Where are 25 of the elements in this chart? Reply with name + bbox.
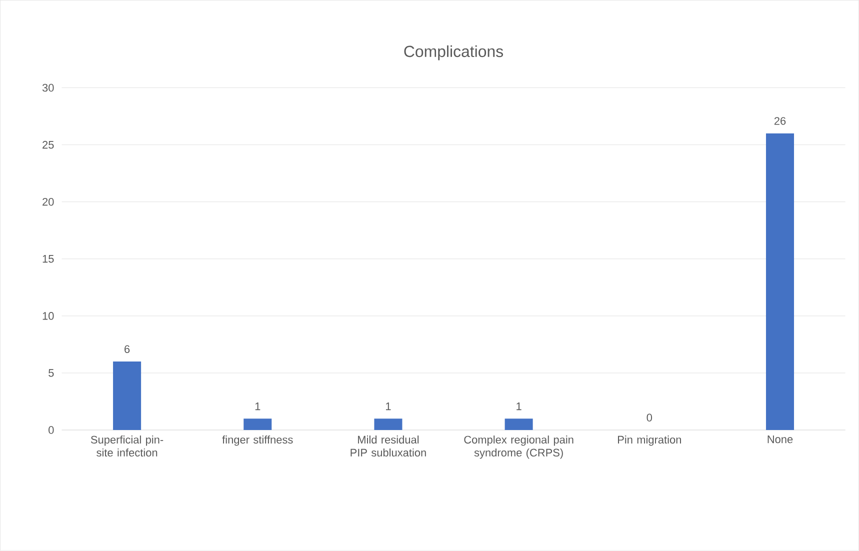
bar [374, 418, 402, 430]
y-tick-label: 5 [48, 369, 54, 377]
y-tick-label: 0 [48, 426, 54, 434]
x-tick-label: None [768, 436, 793, 444]
chart-title: Complications [404, 45, 504, 60]
data-label: 6 [124, 345, 130, 354]
bar [244, 418, 272, 430]
y-tick-label: 15 [42, 255, 54, 263]
y-tick-label: 25 [42, 141, 54, 149]
bar [504, 418, 533, 430]
data-label: 1 [255, 402, 260, 410]
bar [113, 362, 142, 430]
bar [766, 134, 794, 430]
y-tick-label: 20 [42, 198, 54, 206]
data-label: 1 [516, 402, 522, 410]
x-tick-label: Pin migration [618, 436, 681, 446]
data-label: 26 [774, 117, 786, 125]
data-label: 0 [646, 414, 652, 422]
x-tick-label: Complex regional pain syndrome (CRPS) [464, 436, 574, 459]
data-label: 1 [386, 402, 391, 410]
y-tick-label: 30 [42, 84, 54, 92]
x-tick-label: Mild residual PIP subluxation [350, 436, 426, 457]
y-tick-label: 10 [42, 312, 54, 320]
x-tick-label: finger stiffness [222, 436, 293, 446]
x-tick-label: Superficial pin-site infection [90, 436, 164, 457]
